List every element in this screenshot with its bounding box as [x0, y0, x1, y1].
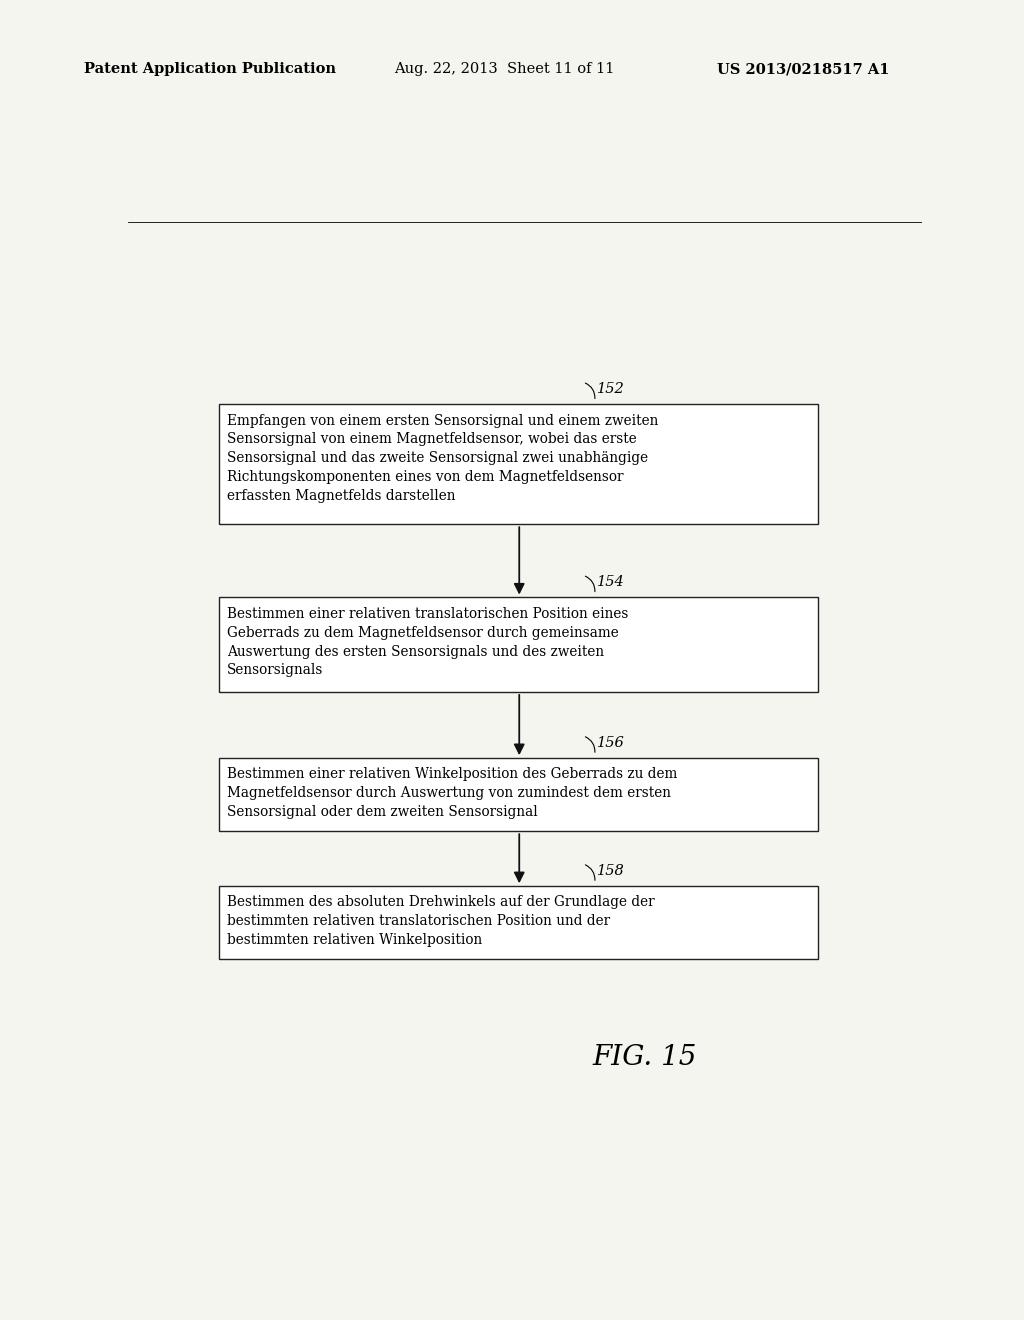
Text: Bestimmen einer relativen translatorischen Position eines
Geberrads zu dem Magne: Bestimmen einer relativen translatorisch…	[227, 607, 629, 677]
Text: US 2013/0218517 A1: US 2013/0218517 A1	[717, 62, 889, 77]
Text: Empfangen von einem ersten Sensorsignal und einem zweiten
Sensorsignal von einem: Empfangen von einem ersten Sensorsignal …	[227, 413, 658, 503]
Text: 154: 154	[597, 576, 625, 589]
Bar	[219, 758, 818, 832]
Text: FIG. 15: FIG. 15	[592, 1044, 696, 1072]
Text: 158: 158	[597, 865, 625, 878]
Text: Bestimmen einer relativen Winkelposition des Geberrads zu dem
Magnetfeldsensor d: Bestimmen einer relativen Winkelposition…	[227, 767, 678, 820]
Bar	[219, 598, 818, 692]
Text: 156: 156	[597, 737, 625, 750]
Text: 152: 152	[597, 383, 625, 396]
Text: Bestimmen des absoluten Drehwinkels auf der Grundlage der
bestimmten relativen t: Bestimmen des absoluten Drehwinkels auf …	[227, 895, 654, 948]
Text: Aug. 22, 2013  Sheet 11 of 11: Aug. 22, 2013 Sheet 11 of 11	[394, 62, 614, 77]
Bar	[219, 886, 818, 960]
Text: Patent Application Publication: Patent Application Publication	[84, 62, 336, 77]
Bar	[219, 404, 818, 524]
